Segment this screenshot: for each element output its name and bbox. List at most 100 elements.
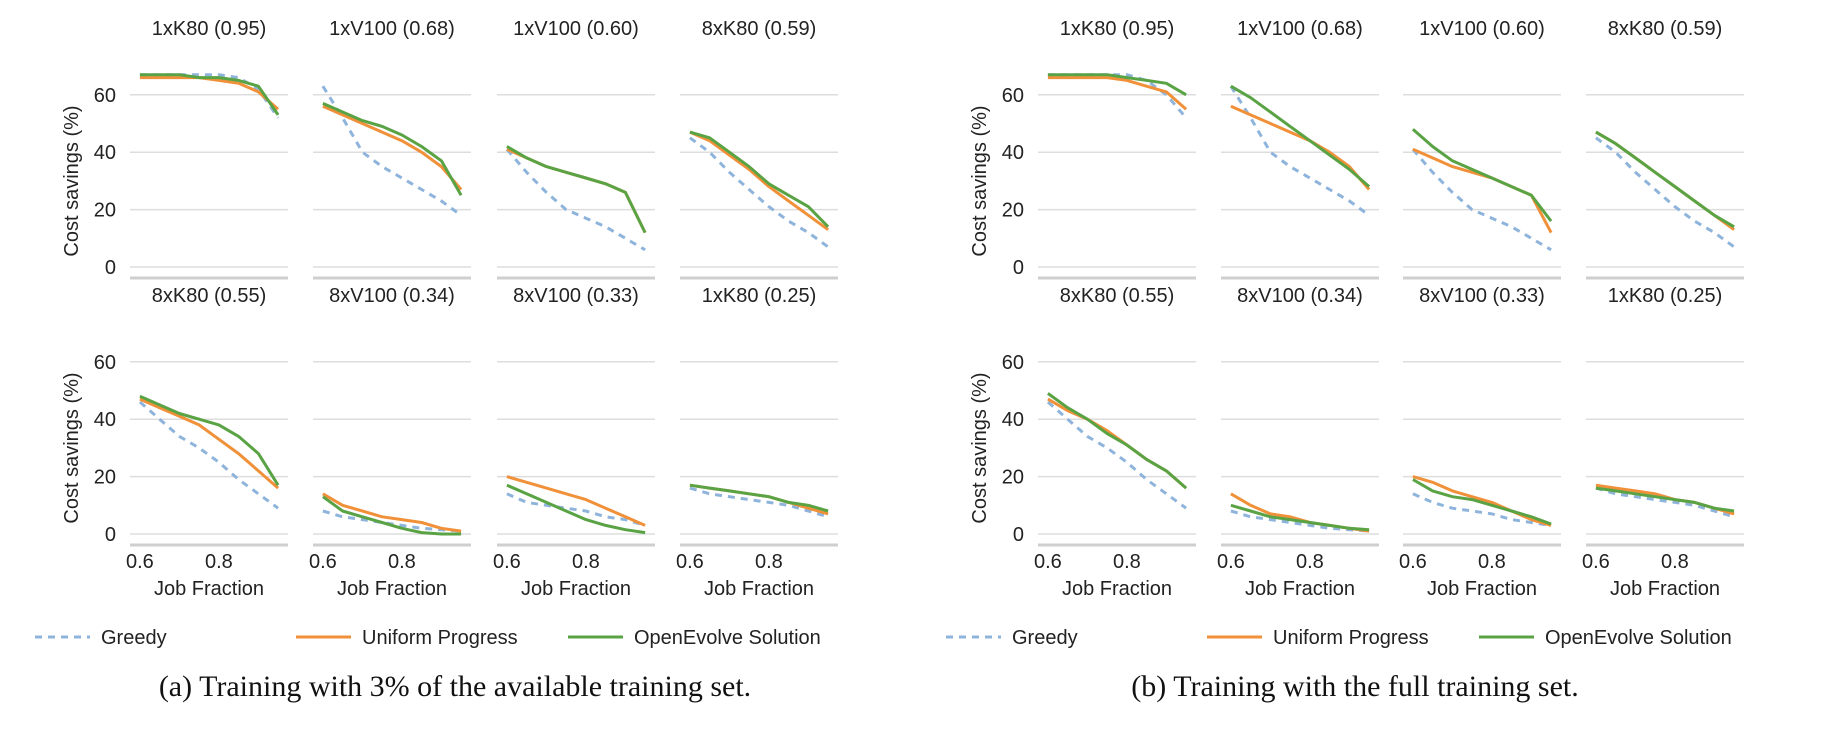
caption-b: (b) Training with the full training set. <box>1131 670 1579 703</box>
series-line-openevolve-solution <box>139 73 280 116</box>
series-line-greedy <box>1595 486 1735 519</box>
legend-label: Uniform Progress <box>362 627 518 649</box>
series-line-openevolve-solution <box>1047 73 1187 97</box>
series-line-uniform-progress <box>139 397 280 490</box>
series-line-openevolve-solution <box>506 145 647 234</box>
series-line-openevolve-solution <box>506 483 646 535</box>
y-tick-label: 60 <box>94 85 116 107</box>
y-tick-label: 0 <box>1013 524 1024 546</box>
series-line-greedy <box>689 486 829 519</box>
series-line-uniform-progress <box>689 130 829 231</box>
series-line-uniform-progress <box>1047 397 1188 490</box>
y-tick-label: 20 <box>1002 467 1024 489</box>
series-line-greedy <box>505 148 646 252</box>
series-line-greedy <box>1046 400 1187 510</box>
legend-label: Uniform Progress <box>1273 627 1429 649</box>
panel-title: 8xK80 (0.59) <box>702 18 817 40</box>
x-axis-label: Job Fraction <box>1610 578 1720 600</box>
y-axis-label: Cost savings (%) <box>61 105 83 256</box>
y-tick-label: 0 <box>1013 257 1024 279</box>
series-line-greedy <box>139 73 280 119</box>
series-line-openevolve-solution <box>139 394 280 486</box>
panel-title: 1xV100 (0.60) <box>1419 18 1545 40</box>
series-line-openevolve-solution <box>322 102 463 197</box>
x-tick-label: 0.6 <box>676 551 704 573</box>
x-axis-label: Job Fraction <box>337 578 447 600</box>
series-line-openevolve-solution <box>1412 478 1552 526</box>
x-tick-label: 0.6 <box>1582 551 1610 573</box>
legend-label: Greedy <box>1012 627 1078 649</box>
panel-title: 1xK80 (0.25) <box>702 285 817 307</box>
x-tick-label: 0.8 <box>755 551 783 573</box>
panel-title: 8xV100 (0.34) <box>329 285 455 307</box>
panel-title: 1xK80 (0.95) <box>1060 18 1175 40</box>
series-line-greedy <box>1411 148 1552 252</box>
y-tick-label: 60 <box>94 352 116 374</box>
series-line-uniform-progress <box>1412 147 1553 234</box>
series-line-openevolve-solution <box>1595 130 1735 229</box>
series-line-uniform-progress <box>1412 475 1552 527</box>
y-axis-label: Cost savings (%) <box>969 372 991 523</box>
series-line-openevolve-solution <box>689 130 830 228</box>
series-line-uniform-progress <box>322 104 463 191</box>
y-tick-label: 60 <box>1002 85 1024 107</box>
y-tick-label: 40 <box>1002 142 1024 164</box>
x-tick-label: 0.6 <box>1399 551 1427 573</box>
series-line-greedy <box>1595 136 1735 249</box>
panel-title: 8xK80 (0.59) <box>1608 18 1723 40</box>
series-line-openevolve-solution <box>322 495 462 536</box>
x-tick-label: 0.6 <box>493 551 521 573</box>
legend-label: OpenEvolve Solution <box>1545 627 1732 649</box>
y-tick-label: 0 <box>105 257 116 279</box>
series-line-openevolve-solution <box>1230 84 1371 188</box>
series-line-uniform-progress <box>322 492 462 533</box>
legend-label: OpenEvolve Solution <box>634 627 821 649</box>
x-tick-label: 0.6 <box>309 551 337 573</box>
y-axis-label: Cost savings (%) <box>969 105 991 256</box>
panel-title: 8xV100 (0.33) <box>1419 285 1545 307</box>
x-axis-label: Job Fraction <box>1062 578 1172 600</box>
series-line-greedy <box>689 136 829 249</box>
y-tick-label: 20 <box>94 200 116 222</box>
panel-title: 1xK80 (0.25) <box>1608 285 1723 307</box>
x-tick-label: 0.8 <box>1113 551 1141 573</box>
y-tick-label: 40 <box>94 142 116 164</box>
series-line-openevolve-solution <box>689 483 829 513</box>
x-tick-label: 0.8 <box>388 551 416 573</box>
panel-title: 8xV100 (0.33) <box>513 285 639 307</box>
x-axis-label: Job Fraction <box>1245 578 1355 600</box>
y-tick-label: 40 <box>94 409 116 431</box>
series-line-greedy <box>1229 85 1370 217</box>
y-tick-label: 20 <box>1002 200 1024 222</box>
panel-title: 8xV100 (0.34) <box>1237 285 1363 307</box>
series-line-openevolve-solution <box>1047 392 1188 490</box>
y-tick-label: 20 <box>94 467 116 489</box>
x-tick-label: 0.8 <box>1661 551 1689 573</box>
y-axis-label: Cost savings (%) <box>61 372 83 523</box>
series-line-uniform-progress <box>506 475 646 527</box>
series-line-uniform-progress <box>1230 104 1371 191</box>
series-line-greedy <box>321 85 462 217</box>
series-line-greedy <box>1047 73 1188 119</box>
series-line-uniform-progress <box>1047 76 1188 111</box>
panel-title: 1xV100 (0.68) <box>329 18 455 40</box>
panel-title: 8xK80 (0.55) <box>1060 285 1175 307</box>
panel-title: 1xK80 (0.95) <box>152 18 267 40</box>
x-tick-label: 0.6 <box>1217 551 1245 573</box>
caption-a: (a) Training with 3% of the available tr… <box>158 670 752 703</box>
legend-label: Greedy <box>101 627 167 649</box>
x-axis-label: Job Fraction <box>154 578 264 600</box>
panel-title: 1xV100 (0.60) <box>513 18 639 40</box>
x-tick-label: 0.6 <box>126 551 154 573</box>
y-tick-label: 60 <box>1002 352 1024 374</box>
x-axis-label: Job Fraction <box>704 578 814 600</box>
x-axis-label: Job Fraction <box>1427 578 1537 600</box>
x-tick-label: 0.6 <box>1034 551 1062 573</box>
x-axis-label: Job Fraction <box>521 578 631 600</box>
series-line-greedy <box>506 492 646 527</box>
series-line-greedy <box>1412 492 1552 527</box>
series-line-openevolve-solution <box>1411 128 1553 223</box>
panel-title: 8xK80 (0.55) <box>152 285 267 307</box>
panel-title: 1xV100 (0.68) <box>1237 18 1363 40</box>
